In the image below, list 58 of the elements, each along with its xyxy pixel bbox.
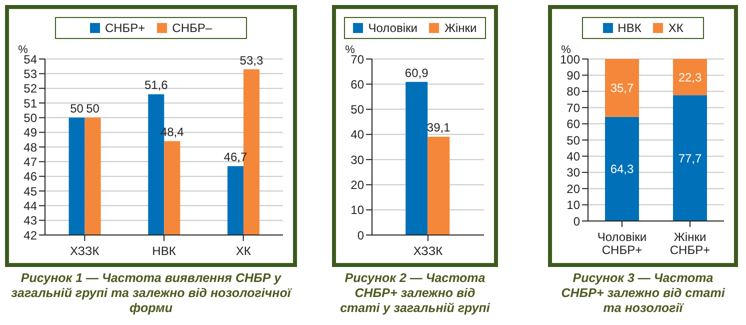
x-tick-label: Чоловіки СНБР+ xyxy=(597,230,647,257)
text: Рисунок 3 — Частота СНБР+ залежно від статі та нозології xyxy=(560,271,726,316)
y-tick-label: 40 xyxy=(350,128,364,142)
y-tick-label: 20 xyxy=(566,182,580,196)
y-tick-label: 44 xyxy=(24,198,38,213)
legend-label: Чоловіки xyxy=(367,21,418,35)
data-label: 50 xyxy=(70,102,84,116)
y-tick-label: 53 xyxy=(24,66,38,81)
y-tick-label: 80 xyxy=(566,84,580,99)
y-tick-label: 46 xyxy=(24,170,38,184)
y-tick-label: 50 xyxy=(24,110,38,125)
legend-label: СНБР– xyxy=(171,21,212,35)
bar xyxy=(605,59,639,117)
y-tick-label: 50 xyxy=(350,102,364,117)
y-tick-label: 30 xyxy=(350,152,364,167)
x-tick-label: ХЗЗК xyxy=(413,244,443,258)
data-label: 50 xyxy=(86,102,100,116)
y-tick-label: 51 xyxy=(24,96,38,110)
y-tick-label: 50 xyxy=(566,133,580,148)
y-tick-label: 10 xyxy=(566,198,580,212)
data-label: 51,6 xyxy=(144,78,168,92)
bar xyxy=(605,116,639,221)
y-tick-label: 10 xyxy=(350,203,364,218)
y-tick-label: 43 xyxy=(24,214,38,228)
data-label: 35,7 xyxy=(610,81,634,96)
x-tick-label: Жінки СНБР+ xyxy=(670,230,710,257)
data-label: 77,7 xyxy=(678,151,702,166)
bar xyxy=(673,95,707,221)
y-tick-label: 90 xyxy=(566,68,580,82)
y-tick-label: 47 xyxy=(24,154,38,169)
text: Рисунок 2 — Частота СНБР+ залежно від статі у загальній групі xyxy=(339,271,491,316)
y-tick-label: 60 xyxy=(350,77,364,92)
y-tick-label: 49 xyxy=(24,126,38,140)
x-tick-label: ХК xyxy=(236,244,251,258)
y-tick-label: 70 xyxy=(566,100,580,115)
y-tick-label: 60 xyxy=(566,117,580,132)
legend-label: ХК xyxy=(667,21,684,35)
y-tick-label: 40 xyxy=(566,149,580,164)
text: Рисунок 1 — Частота виявлення СНБР у загальній групі та залежно від нозологічної форми xyxy=(10,271,293,316)
bar xyxy=(673,59,707,96)
y-tick-label: 48 xyxy=(24,140,38,154)
data-label: 22,3 xyxy=(678,70,702,84)
x-tick-label: ХЗЗК xyxy=(70,244,100,258)
data-label: 39,1 xyxy=(426,120,451,135)
y-tick-label: 42 xyxy=(24,228,38,242)
legend-label: Жінки xyxy=(443,21,477,35)
y-tick-label: 0 xyxy=(357,228,364,242)
y-tick-label: 0 xyxy=(573,214,580,228)
x-tick-label: НВК xyxy=(152,244,176,258)
data-label: 60,9 xyxy=(404,66,429,80)
y-tick-label: 30 xyxy=(566,166,580,180)
y-tick-label: 45 xyxy=(24,184,38,198)
legend-label: НВК xyxy=(616,21,642,35)
data-label: 64,3 xyxy=(610,162,634,176)
y-tick-label: 20 xyxy=(350,178,364,192)
data-label: 53,3 xyxy=(240,53,264,68)
legend-label: СНБР+ xyxy=(104,21,146,35)
y-tick-label: 52 xyxy=(24,82,38,96)
